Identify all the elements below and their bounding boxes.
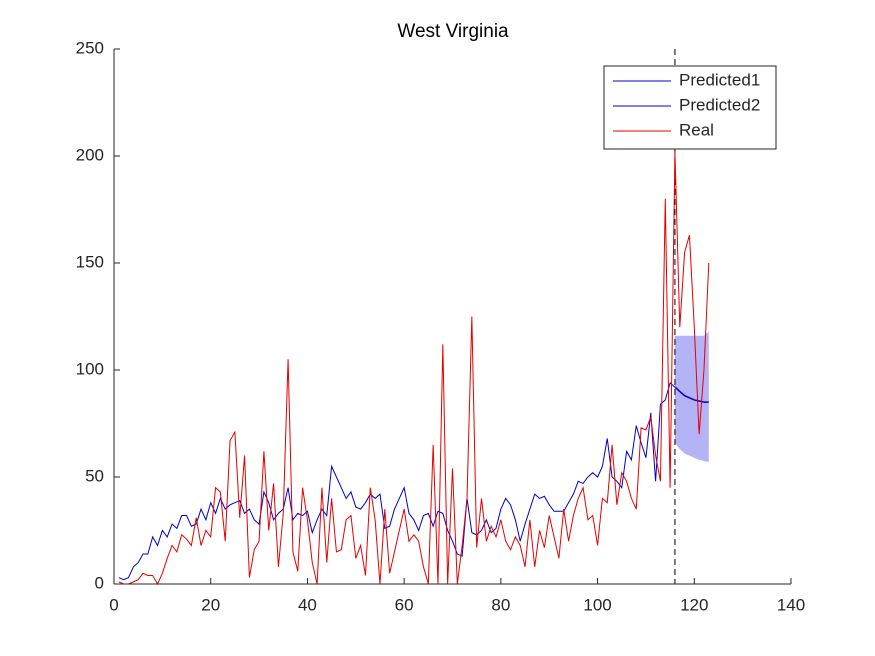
- y-tick-label: 100: [76, 359, 104, 378]
- series-line: [118, 151, 710, 586]
- x-tick-label: 100: [583, 595, 611, 614]
- legend-box: [603, 65, 777, 150]
- chart-title: West Virginia: [397, 21, 509, 42]
- y-tick-label: 0: [95, 573, 104, 592]
- x-tick-label: 60: [395, 595, 414, 614]
- x-tick-label: 40: [298, 595, 317, 614]
- x-tick-label: 20: [201, 595, 220, 614]
- y-tick-label: 50: [85, 466, 104, 485]
- legend-label: Real: [679, 120, 714, 139]
- y-tick-label: 200: [76, 145, 104, 164]
- series-line: [118, 381, 676, 581]
- confidence-band: [674, 331, 709, 463]
- y-tick-label: 150: [76, 252, 104, 271]
- legend-label: Predicted1: [679, 70, 760, 89]
- x-tick-label: 80: [491, 595, 510, 614]
- x-tick-label: 140: [777, 595, 805, 614]
- x-tick-label: 120: [680, 595, 708, 614]
- legend-label: Predicted2: [679, 95, 760, 114]
- x-tick-label: 0: [109, 595, 118, 614]
- series-line: [674, 386, 709, 403]
- y-tick-label: 250: [76, 38, 104, 57]
